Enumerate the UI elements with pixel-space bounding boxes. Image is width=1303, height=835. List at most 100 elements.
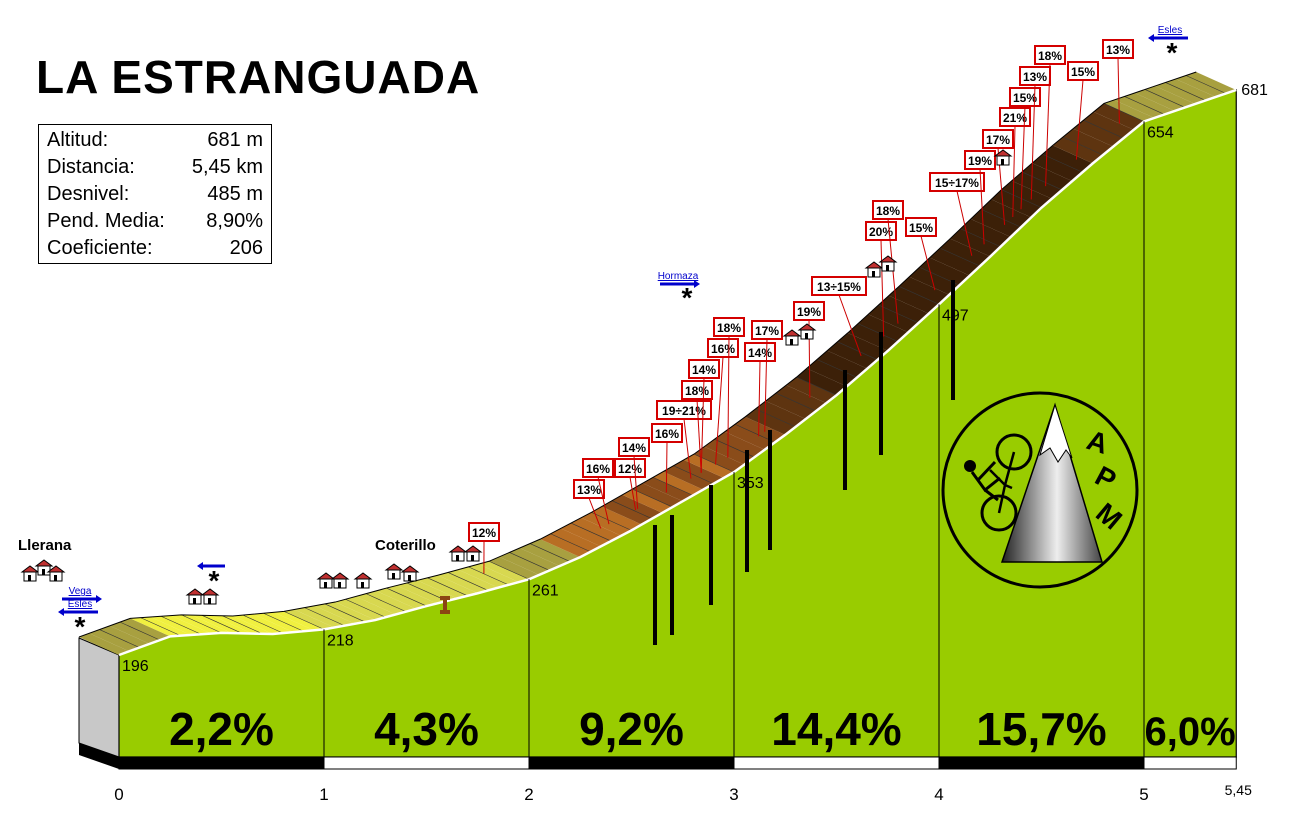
band-segment [478,561,529,583]
band-segment [232,615,283,635]
km-base-bar [1143,756,1237,770]
ramp-text: 17% [986,133,1010,147]
band-segment [981,199,1032,228]
page-title: LA ESTRANGUADA [36,51,481,103]
band-segment [929,248,980,276]
ramp-text: 13% [1106,43,1130,57]
ramp-text: 18% [717,321,741,335]
ramp-box [618,437,650,457]
ramp-text: 12% [472,526,496,540]
band-segment [109,622,160,644]
band-stripe [529,543,571,562]
band-segment [1063,128,1114,155]
steep-bar [709,485,713,605]
ramp-box [1067,61,1099,81]
band-stripe [857,323,899,342]
arrow-left-icon [58,608,64,616]
ramp-leader [1012,125,1016,218]
band-segment [653,471,704,496]
ramp-label: 16% [651,423,683,493]
house-icon [46,565,66,582]
steep-bar [768,430,772,550]
band-segment [366,590,417,612]
info-label: Altitud: [47,129,109,151]
ramp-box [614,458,646,478]
x-tick-label: 3 [729,785,738,804]
band-stripe [816,359,858,378]
km-base-bar [733,756,940,770]
bike-frame-icon [989,451,1016,514]
ramp-leader [588,497,602,529]
band-segment [909,267,960,295]
km-slope-label: 6,0% [1145,710,1236,754]
ramp-text: 17% [755,324,779,338]
band-stripe [365,593,407,612]
band-stripe [960,228,1001,248]
band-stripe [632,488,673,508]
band-segment [1104,99,1155,122]
band-segment [1114,96,1165,118]
ramp-label: 13% [573,479,605,529]
steep-bar [879,332,883,455]
house-icon [34,559,54,576]
house-roof [400,565,420,573]
band-segment [284,609,335,630]
house-icon [316,572,336,589]
ramp-label: 12% [468,522,500,574]
ramp-box [999,107,1031,127]
info-row-pendiente: Pend. Media: 8,90% [47,208,263,235]
band-segment [724,424,775,450]
house-door [886,265,889,271]
band-segment [970,209,1021,237]
band-segment [560,523,611,547]
band-segment [181,614,232,634]
band-stripe [611,500,653,519]
altitude-label: 196 [122,658,149,675]
band-segment [253,613,304,633]
x-tick-label: 2 [524,785,533,804]
ramp-box [582,458,614,478]
road-line [118,88,1237,657]
ramp-leader [633,455,639,509]
house-icon [400,565,420,582]
band-segment [632,483,683,508]
ramp-text: 16% [586,462,610,476]
band-segment [437,572,488,594]
band-stripe [939,247,981,267]
ramp-box [713,317,745,337]
ramp-label: 14% [618,437,650,509]
band-stripe [160,615,202,635]
info-label: Coeficiente: [47,237,153,259]
ramp-leader [1045,63,1051,187]
ramp-text: 18% [876,204,900,218]
house-door [193,598,196,604]
info-label: Desnivel: [47,183,130,205]
band-stripe [1103,103,1145,122]
ramp-text: 15% [1013,91,1037,105]
band-segment [171,614,222,634]
band-stripe [386,587,427,607]
ramp-leader [880,239,885,337]
profile-side-wall [78,637,120,758]
band-stripe [673,465,714,485]
house-icon [330,572,350,589]
band-segment [222,615,273,635]
band-stripe [796,376,837,396]
profile-side-base [79,743,119,769]
band-segment [345,596,396,618]
band-segment [202,615,253,634]
star-icon: * [682,282,693,313]
house-door [338,582,341,588]
house-door [28,575,31,581]
ramp-box [688,359,720,379]
house-door [456,555,459,561]
x-tick-label: 0 [114,785,123,804]
band-segment [878,295,929,323]
info-value: 5,45 km [191,156,263,178]
band-segment [519,543,570,566]
ramp-text: 19÷21% [662,404,706,418]
place-name: Coterillo [375,537,436,554]
altitude-label: 654 [1147,124,1174,141]
band-segment [1001,180,1052,208]
house-door [42,569,45,575]
